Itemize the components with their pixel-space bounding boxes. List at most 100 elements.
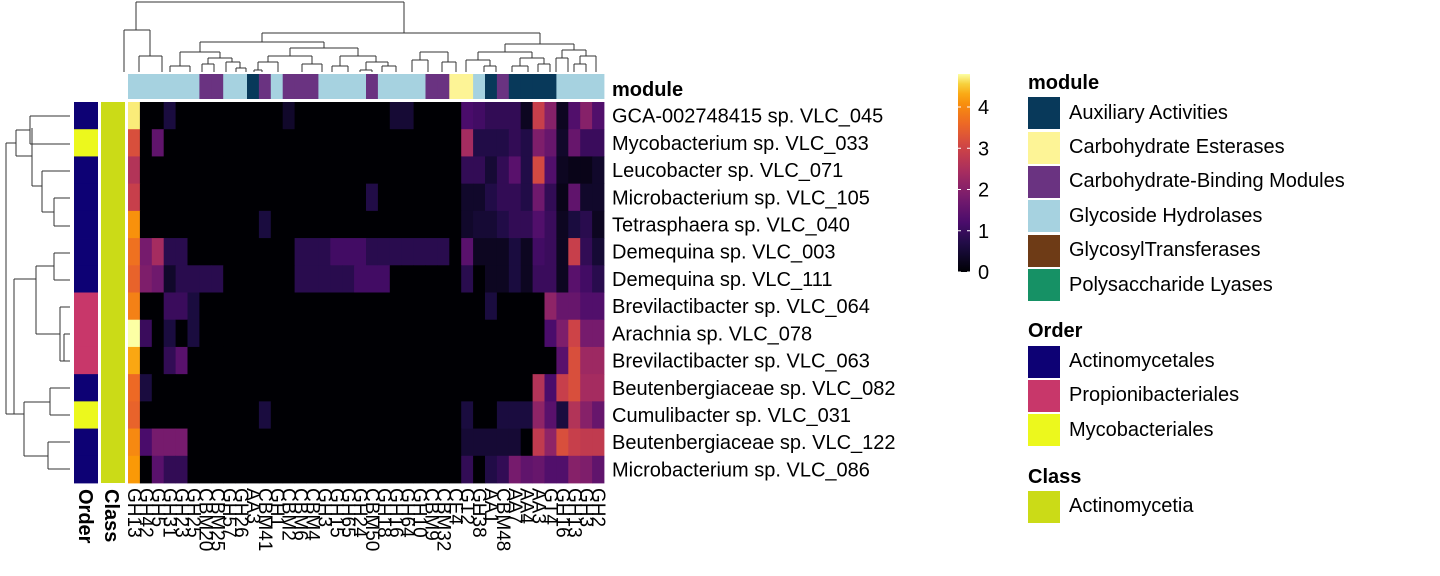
heatmap-cell — [247, 401, 260, 429]
heatmap-cell — [401, 102, 414, 130]
heatmap-cell — [247, 183, 260, 212]
heatmap-cell — [568, 129, 581, 157]
module-annotation-cell — [377, 74, 391, 99]
heatmap-cell — [199, 319, 212, 348]
heatmap-cell — [496, 183, 510, 212]
heatmap-cell — [413, 428, 426, 457]
heatmap-cell — [175, 238, 188, 266]
heatmap-cell — [544, 265, 557, 293]
heatmap-cell — [187, 210, 200, 239]
heatmap-cell — [330, 265, 343, 293]
heatmap-cell — [425, 210, 438, 239]
heatmap-cell — [294, 265, 307, 293]
heatmap-cell — [437, 319, 450, 348]
heatmap-cell — [508, 401, 522, 429]
heatmap-cell — [449, 401, 462, 429]
module-annotation-cell — [354, 74, 367, 99]
heatmap-cell — [437, 428, 450, 457]
heatmap-cell — [151, 292, 165, 321]
column-label: GH25 — [182, 488, 203, 538]
heatmap-cell — [318, 129, 331, 157]
heatmap-cell — [544, 346, 557, 375]
module-annotation-cell — [437, 74, 450, 99]
module-legend-item: Glycoside Hydrolases — [1028, 199, 1438, 233]
heatmap-cell — [401, 210, 414, 239]
heatmap-cell — [294, 346, 307, 375]
heatmap-cell — [568, 292, 581, 321]
heatmap-cell — [496, 401, 510, 429]
heatmap-cell — [520, 346, 533, 375]
heatmap-cell — [389, 265, 403, 293]
heatmap-cell — [437, 292, 450, 321]
heatmap-cell — [556, 183, 569, 212]
heatmap-cell — [425, 401, 438, 429]
heatmap-cell — [282, 319, 295, 348]
heatmap-cell — [413, 346, 426, 375]
module-annotation-cell — [342, 74, 355, 99]
class-legend: Class Actinomycetia — [1028, 464, 1438, 524]
heatmap-cell — [401, 129, 414, 157]
heatmap-cell — [318, 346, 331, 375]
heatmap-cell — [532, 183, 545, 212]
heatmap-cell — [354, 210, 367, 239]
module-annotation-cell — [318, 74, 331, 99]
heatmap-cell — [449, 210, 462, 239]
heatmap-cell — [151, 210, 165, 239]
heatmap-cell — [128, 401, 141, 429]
heatmap-cell — [389, 374, 403, 402]
order-legend-items: Actinomycetales Propionibacteriales Mycoba… — [1028, 344, 1438, 447]
heatmap-cell — [342, 401, 355, 429]
heatmap-cell — [508, 129, 522, 157]
heatmap-cell — [223, 346, 236, 375]
heatmap-cell — [449, 292, 462, 321]
module-legend-swatch — [1028, 131, 1060, 164]
heatmap-cell — [199, 401, 212, 429]
column-label: GH57 — [218, 488, 239, 538]
module-legend-swatch — [1028, 234, 1060, 267]
module-annotation-cell — [425, 74, 438, 99]
heatmap-cell — [342, 183, 355, 212]
heatmap-cell — [187, 183, 200, 212]
module-legend-item: Polysaccharide Lyases — [1028, 268, 1438, 302]
column-label: GH16 — [551, 488, 572, 538]
heatmap-cell — [496, 238, 510, 266]
heatmap-cell — [163, 183, 176, 212]
heatmap-cell — [425, 102, 438, 130]
heatmap-cell — [425, 455, 438, 484]
heatmap-cell — [568, 401, 581, 429]
heatmap-cell — [473, 183, 486, 212]
order-annotation-cell — [74, 102, 98, 130]
heatmap-cell — [330, 129, 343, 157]
heatmap-cell — [211, 265, 224, 293]
heatmap-cell — [520, 374, 533, 402]
heatmap-cell — [354, 401, 367, 429]
heatmap-cell — [449, 265, 462, 293]
heatmap-cell — [151, 401, 165, 429]
heatmap-cell — [413, 374, 426, 402]
heatmap-cell — [294, 292, 307, 321]
heatmap-cell — [306, 292, 319, 321]
heatmap-cell — [544, 374, 557, 402]
heatmap-cell — [187, 265, 200, 293]
class-annotation-title: Class — [100, 489, 122, 542]
heatmap-cell — [151, 238, 165, 266]
heatmap-cell — [580, 156, 593, 185]
heatmap-cell — [211, 346, 224, 375]
heatmap-cell — [592, 265, 605, 293]
module-annotation-cell — [151, 74, 165, 99]
row-label: Microbacterium sp. VLC_105 — [612, 187, 870, 209]
order-legend-swatch — [1028, 345, 1060, 378]
heatmap-cell — [377, 319, 391, 348]
heatmap-cell — [330, 156, 343, 185]
heatmap-cell — [199, 129, 212, 157]
heatmap-cell — [366, 102, 379, 130]
heatmap-cell — [461, 346, 474, 375]
heatmap-cell — [377, 292, 391, 321]
heatmap-cell — [496, 374, 510, 402]
heatmap-cell — [461, 238, 474, 266]
heatmap-cell — [354, 292, 367, 321]
heatmap-cell — [306, 455, 319, 484]
heatmap-cell — [247, 455, 260, 484]
heatmap-cell — [235, 292, 248, 321]
heatmap-cell — [461, 455, 474, 484]
